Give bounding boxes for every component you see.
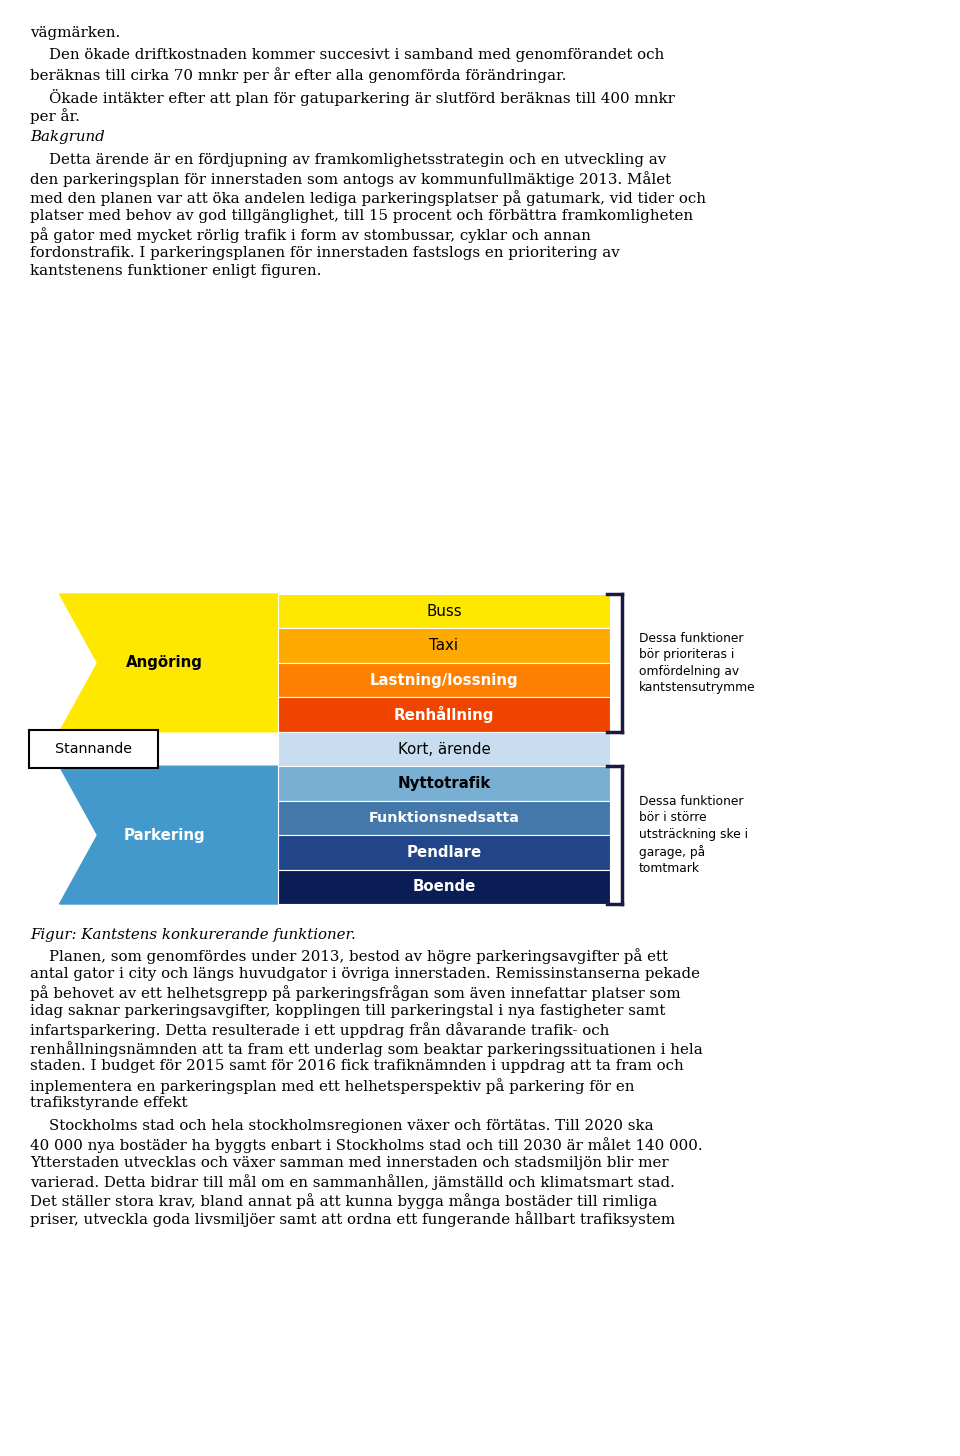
Text: beräknas till cirka 70 mnkr per år efter alla genomförda förändringar.: beräknas till cirka 70 mnkr per år efter… bbox=[30, 67, 566, 83]
Text: Dessa funktioner
bör prioriteras i
omfördelning av
kantstensutrymme: Dessa funktioner bör prioriteras i omför… bbox=[638, 632, 756, 695]
Text: Stockholms stad och hela stockholmsregionen växer och förtätas. Till 2020 ska: Stockholms stad och hela stockholmsregio… bbox=[30, 1120, 654, 1133]
Text: Renhållning: Renhållning bbox=[394, 706, 494, 724]
Text: Nyttotrafik: Nyttotrafik bbox=[397, 776, 491, 791]
Polygon shape bbox=[60, 766, 299, 904]
Text: Angöring: Angöring bbox=[126, 655, 203, 670]
Text: Detta ärende är en fördjupning av framkomlighetsstrategin och en utveckling av: Detta ärende är en fördjupning av framko… bbox=[30, 153, 666, 167]
Text: Ytterstaden utvecklas och växer samman med innerstaden och stadsmiljön blir mer: Ytterstaden utvecklas och växer samman m… bbox=[30, 1156, 668, 1171]
Text: Pendlare: Pendlare bbox=[406, 844, 482, 860]
Text: på behovet av ett helhetsgrepp på parkeringsfrågan som även innefattar platser s: på behovet av ett helhetsgrepp på parker… bbox=[30, 986, 681, 1002]
Text: idag saknar parkeringsavgifter, kopplingen till parkeringstal i nya fastigheter : idag saknar parkeringsavgifter, koppling… bbox=[30, 1005, 665, 1018]
Text: inplementera en parkeringsplan med ett helhetsperspektiv på parkering för en: inplementera en parkeringsplan med ett h… bbox=[30, 1077, 635, 1093]
Text: infartsparkering. Detta resulterade i ett uppdrag från dåvarande trafik- och: infartsparkering. Detta resulterade i et… bbox=[30, 1022, 610, 1038]
Bar bbox=[278, 836, 610, 869]
Text: Planen, som genomfördes under 2013, bestod av högre parkeringsavgifter på ett: Planen, som genomfördes under 2013, best… bbox=[30, 948, 668, 964]
Bar bbox=[278, 697, 610, 732]
Text: priser, utveckla goda livsmiljöer samt att ordna ett fungerande hållbart trafiks: priser, utveckla goda livsmiljöer samt a… bbox=[30, 1211, 675, 1227]
Text: Ökade intäkter efter att plan för gatuparkering är slutförd beräknas till 400 mn: Ökade intäkter efter att plan för gatupa… bbox=[30, 89, 675, 106]
Text: Lastning/lossning: Lastning/lossning bbox=[370, 673, 518, 687]
Text: 40 000 nya bostäder ha byggts enbart i Stockholms stad och till 2030 är målet 14: 40 000 nya bostäder ha byggts enbart i S… bbox=[30, 1137, 703, 1153]
Text: platser med behov av god tillgänglighet, till 15 procent och förbättra framkomli: platser med behov av god tillgänglighet,… bbox=[30, 208, 693, 223]
Text: den parkeringsplan för innerstaden som antogs av kommunfullmäktige 2013. Målet: den parkeringsplan för innerstaden som a… bbox=[30, 172, 671, 188]
Text: Parkering: Parkering bbox=[123, 827, 204, 843]
Polygon shape bbox=[60, 594, 299, 732]
Text: Den ökade driftkostnaden kommer succesivt i samband med genomförandet och: Den ökade driftkostnaden kommer succesiv… bbox=[30, 48, 664, 63]
Text: Det ställer stora krav, bland annat på att kunna bygga många bostäder till rimli: Det ställer stora krav, bland annat på a… bbox=[30, 1192, 658, 1208]
Text: Buss: Buss bbox=[426, 604, 462, 619]
Text: vägmärken.: vägmärken. bbox=[30, 26, 120, 39]
Text: per år.: per år. bbox=[30, 108, 80, 124]
Text: Boende: Boende bbox=[412, 879, 476, 894]
Text: Bakgrund: Bakgrund bbox=[30, 131, 105, 144]
Text: antal gator i city och längs huvudgator i övriga innerstaden. Remissinstanserna : antal gator i city och längs huvudgator … bbox=[30, 967, 700, 981]
Text: staden. I budget för 2015 samt för 2016 fick trafiknämnden i uppdrag att ta fram: staden. I budget för 2015 samt för 2016 … bbox=[30, 1060, 684, 1073]
Text: Stannande: Stannande bbox=[55, 743, 132, 756]
Bar bbox=[278, 732, 610, 766]
Text: på gator med mycket rörlig trafik i form av stombussar, cyklar och annan: på gator med mycket rörlig trafik i form… bbox=[30, 227, 590, 243]
Text: renhållningsnämnden att ta fram ett underlag som beaktar parkeringssituationen i: renhållningsnämnden att ta fram ett unde… bbox=[30, 1041, 703, 1057]
Text: Kort, ärende: Kort, ärende bbox=[397, 741, 491, 757]
Text: fordonstrafik. I parkeringsplanen för innerstaden fastslogs en prioritering av: fordonstrafik. I parkeringsplanen för in… bbox=[30, 246, 620, 259]
Bar bbox=[278, 629, 610, 662]
Bar bbox=[278, 801, 610, 836]
Text: Funktionsnedsatta: Funktionsnedsatta bbox=[369, 811, 519, 826]
Bar bbox=[278, 662, 610, 697]
Text: med den planen var att öka andelen lediga parkeringsplatser på gatumark, vid tid: med den planen var att öka andelen ledig… bbox=[30, 189, 706, 205]
Text: Figur: Kantstens konkurerande funktioner.: Figur: Kantstens konkurerande funktioner… bbox=[30, 927, 356, 942]
Text: Taxi: Taxi bbox=[429, 638, 459, 654]
FancyBboxPatch shape bbox=[29, 729, 158, 767]
Text: varierad. Detta bidrar till mål om en sammanhållen, jämställd och klimatsmart st: varierad. Detta bidrar till mål om en sa… bbox=[30, 1175, 675, 1191]
Bar bbox=[278, 766, 610, 801]
Text: Dessa funktioner
bör i större
utsträckning ske i
garage, på
tomtmark: Dessa funktioner bör i större utsträckni… bbox=[638, 795, 748, 875]
Text: kantstenens funktioner enligt figuren.: kantstenens funktioner enligt figuren. bbox=[30, 264, 322, 278]
Text: trafikstyrande effekt: trafikstyrande effekt bbox=[30, 1096, 187, 1111]
Bar bbox=[278, 869, 610, 904]
Bar bbox=[278, 594, 610, 629]
